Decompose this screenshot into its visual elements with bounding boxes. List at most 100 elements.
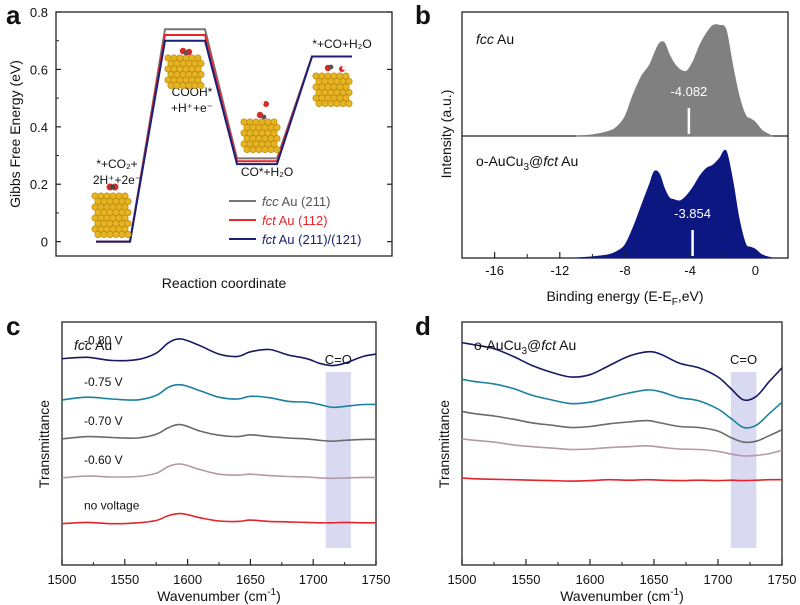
panel-b-dos-area	[576, 24, 774, 137]
adsorbate-atom	[263, 101, 269, 107]
gold-atom	[333, 100, 341, 108]
panel-a-y-tick-label: 0	[41, 235, 48, 250]
panel-d-y-axis-title: Transmittance	[436, 400, 452, 488]
panel-c-co-band: C=O	[325, 352, 352, 548]
gold-slab-icon	[240, 101, 281, 154]
gold-atom	[315, 100, 323, 108]
gold-atom	[121, 225, 129, 233]
panel-b-d-band-center-label: -4.082	[670, 84, 707, 99]
gold-atom	[173, 82, 181, 90]
gold-atom	[118, 231, 126, 239]
gold-atom	[342, 83, 350, 91]
panel-d-spectrum-line	[461, 378, 783, 429]
gold-atom	[124, 231, 132, 239]
panel-a-frame	[55, 11, 393, 257]
panel-d-x-axis-title: Wavenumber (cm-1)	[560, 587, 684, 604]
panel-a-series-line	[96, 39, 352, 243]
panel-d-ir-fct: C=O 1500 1550 1600 1650 1700 1750 o-AuCu3@fct…	[436, 321, 797, 604]
panel-a-step-label: *+CO+H₂O	[312, 37, 371, 51]
panel-letter-d: d	[415, 311, 431, 341]
panel-b-d-band-center-label: -3.854	[674, 206, 711, 221]
panel-d-spectrum-line	[461, 438, 783, 457]
gold-atom	[273, 135, 281, 143]
panel-c-x-tick-label: 1650	[236, 572, 265, 587]
gold-atom	[273, 124, 281, 132]
gold-atom	[270, 118, 278, 126]
panel-c-spectrum-line	[61, 463, 376, 480]
gold-atom	[124, 220, 132, 228]
gold-atom	[342, 94, 350, 102]
panel-c-spectrum-label: -0.60 V	[84, 453, 123, 467]
adsorbate-atom	[110, 184, 115, 190]
panel-c-x-tick-label: 1550	[110, 572, 139, 587]
panel-c-spectrum-line	[61, 383, 377, 409]
gold-atom	[267, 146, 275, 154]
panel-c-x-ticks: 1500 1550 1600 1650 1700 1750	[48, 559, 391, 587]
gold-slab-icon	[312, 64, 353, 108]
panel-b-label-fcc: fcc Au	[476, 31, 514, 47]
gold-atom	[194, 54, 202, 62]
panel-a-y-tick-label: 0.6	[30, 62, 48, 77]
panel-b-label-fct: o-AuCu3@fct Au	[476, 153, 578, 173]
panel-d-co-band-label: C=O	[730, 352, 757, 367]
panel-a-step-label: 2H⁺+2e⁻	[93, 173, 141, 187]
gold-atom	[270, 129, 278, 137]
gold-slab-icon	[164, 47, 205, 90]
panel-d-x-tick-label: 1650	[640, 572, 669, 587]
panel-a-step-label: *+CO₂+	[96, 157, 137, 171]
panel-d-co-band: C=O	[730, 352, 757, 548]
panel-a-step-labels: *+CO₂+2H⁺+2e⁻COOH*+H⁺+e⁻CO*+H₂O*+CO+H₂O	[93, 37, 372, 187]
gold-atom	[121, 203, 129, 211]
panel-d-title: o-AuCu3@fct Au	[474, 337, 576, 357]
panel-d-co-band-rect	[730, 372, 757, 548]
panel-a-legend: fcc Au (211) fct Au (112) fct Au (211)/(12…	[229, 194, 362, 247]
panel-c-x-axis-title: Wavenumber (cm-1)	[157, 587, 281, 604]
panel-d-x-tick-label: 1500	[448, 572, 477, 587]
gold-atom	[345, 89, 353, 97]
panel-b-x-ticks: -16 -12 -8 -4 0	[461, 252, 789, 278]
panel-a-energy-diagram: 0 0.2 0.4 0.6 0.8 Gibbs Free Energy (eV) Rea…	[7, 5, 393, 291]
gold-atom	[345, 78, 353, 86]
gold-atom	[243, 146, 251, 154]
panel-a-step-label: CO*+H₂O	[241, 165, 293, 179]
panel-c-x-tick-label: 1700	[299, 572, 328, 587]
panel-d-spectra	[461, 341, 783, 482]
gold-atom	[94, 231, 102, 239]
panel-d-x-tick-label: 1600	[576, 572, 605, 587]
panel-b-x-tick-label: -12	[550, 263, 569, 278]
adsorbate-atom	[183, 50, 189, 56]
gold-atom	[121, 214, 129, 222]
gold-atom	[342, 72, 350, 80]
gold-atom	[345, 100, 353, 108]
panel-d-x-tick-label: 1550	[512, 572, 541, 587]
panel-c-spectrum-line	[61, 423, 377, 443]
panel-b-dos: -4.082 -3.854 -16 -12 -8 -4 0 Intensity (a.u.…	[438, 11, 789, 308]
gold-atom	[321, 100, 329, 108]
panel-b-x-axis-title: Binding energy (E-EF,eV)	[546, 288, 703, 308]
adsorbate-atom	[261, 114, 267, 120]
gold-atom	[112, 231, 120, 239]
adsorbate-atom	[342, 66, 346, 70]
panel-a-step-label: +H⁺+e⁻	[171, 101, 213, 115]
panel-c-co-band-rect	[325, 372, 351, 548]
gold-atom	[179, 82, 187, 90]
gold-atom	[124, 209, 132, 217]
panel-d-x-tick-label: 1750	[768, 572, 797, 587]
gold-atom	[261, 146, 269, 154]
gold-atom	[327, 100, 335, 108]
panel-a-y-tick-label: 0.2	[30, 177, 48, 192]
panel-c-spectrum-label: -0.70 V	[84, 414, 123, 428]
gold-atom	[106, 231, 114, 239]
panel-d-x-ticks: 1500 1550 1600 1650 1700 1750	[448, 559, 797, 587]
gold-atom	[197, 71, 205, 79]
gold-atom	[121, 192, 129, 200]
gold-atom	[194, 65, 202, 73]
panel-c-x-tick-label: 1500	[48, 572, 77, 587]
panel-b-dos-areas: -4.082 -3.854	[576, 24, 774, 259]
gold-slab-icon	[91, 183, 132, 239]
panel-a-y-tick-label: 0.8	[30, 5, 48, 20]
panel-c-x-tick-label: 1750	[362, 572, 391, 587]
panel-letter-b: b	[415, 0, 431, 30]
panel-c-spectra: -0.80 V -0.75 V -0.70 V -0.60 V no voltage	[61, 334, 377, 525]
